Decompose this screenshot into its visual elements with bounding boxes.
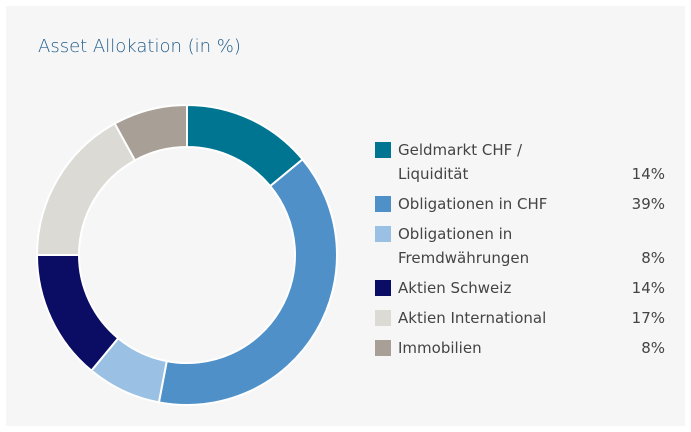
legend-value: 39% [631, 195, 665, 213]
legend-item: Obligationen in Fremdwährungen 8% [375, 222, 665, 270]
legend-item: Obligationen in CHF 39% [375, 192, 665, 216]
legend-item: Geldmarkt CHF / Liquidität 14% [375, 138, 665, 186]
chart-title: Asset Allokation (in %) [38, 36, 241, 57]
donut-segment [35, 254, 120, 372]
donut-segment [35, 122, 137, 256]
legend-swatch [375, 280, 391, 296]
legend-swatch [375, 310, 391, 326]
legend-label: Aktien Schweiz [398, 279, 512, 297]
legend-swatch [375, 226, 391, 242]
legend-label: Immobilien [398, 339, 482, 357]
legend-value: 17% [631, 309, 665, 327]
legend-value: 14% [631, 165, 665, 183]
legend: Geldmarkt CHF / Liquidität 14% Obligatione… [375, 138, 665, 366]
legend-label: Aktien International [398, 309, 547, 327]
donut-segment [113, 103, 188, 162]
legend-swatch [375, 142, 391, 158]
legend-label: Geldmarkt CHF / Liquidität [398, 141, 523, 183]
chart-panel: Asset Allokation (in %) Geldmarkt CHF / … [6, 6, 685, 426]
donut-chart [35, 103, 338, 406]
donut-segment [157, 157, 338, 406]
legend-label: Obligationen in Fremdwährungen [398, 225, 530, 267]
legend-label: Obligationen in CHF [398, 195, 548, 213]
legend-swatch [375, 196, 391, 212]
legend-value: 8% [641, 249, 665, 267]
legend-value: 14% [631, 279, 665, 297]
legend-value: 8% [641, 339, 665, 357]
legend-item: Aktien Schweiz 14% [375, 276, 665, 300]
legend-item: Immobilien 8% [375, 336, 665, 360]
legend-swatch [375, 340, 391, 356]
legend-item: Aktien International 17% [375, 306, 665, 330]
